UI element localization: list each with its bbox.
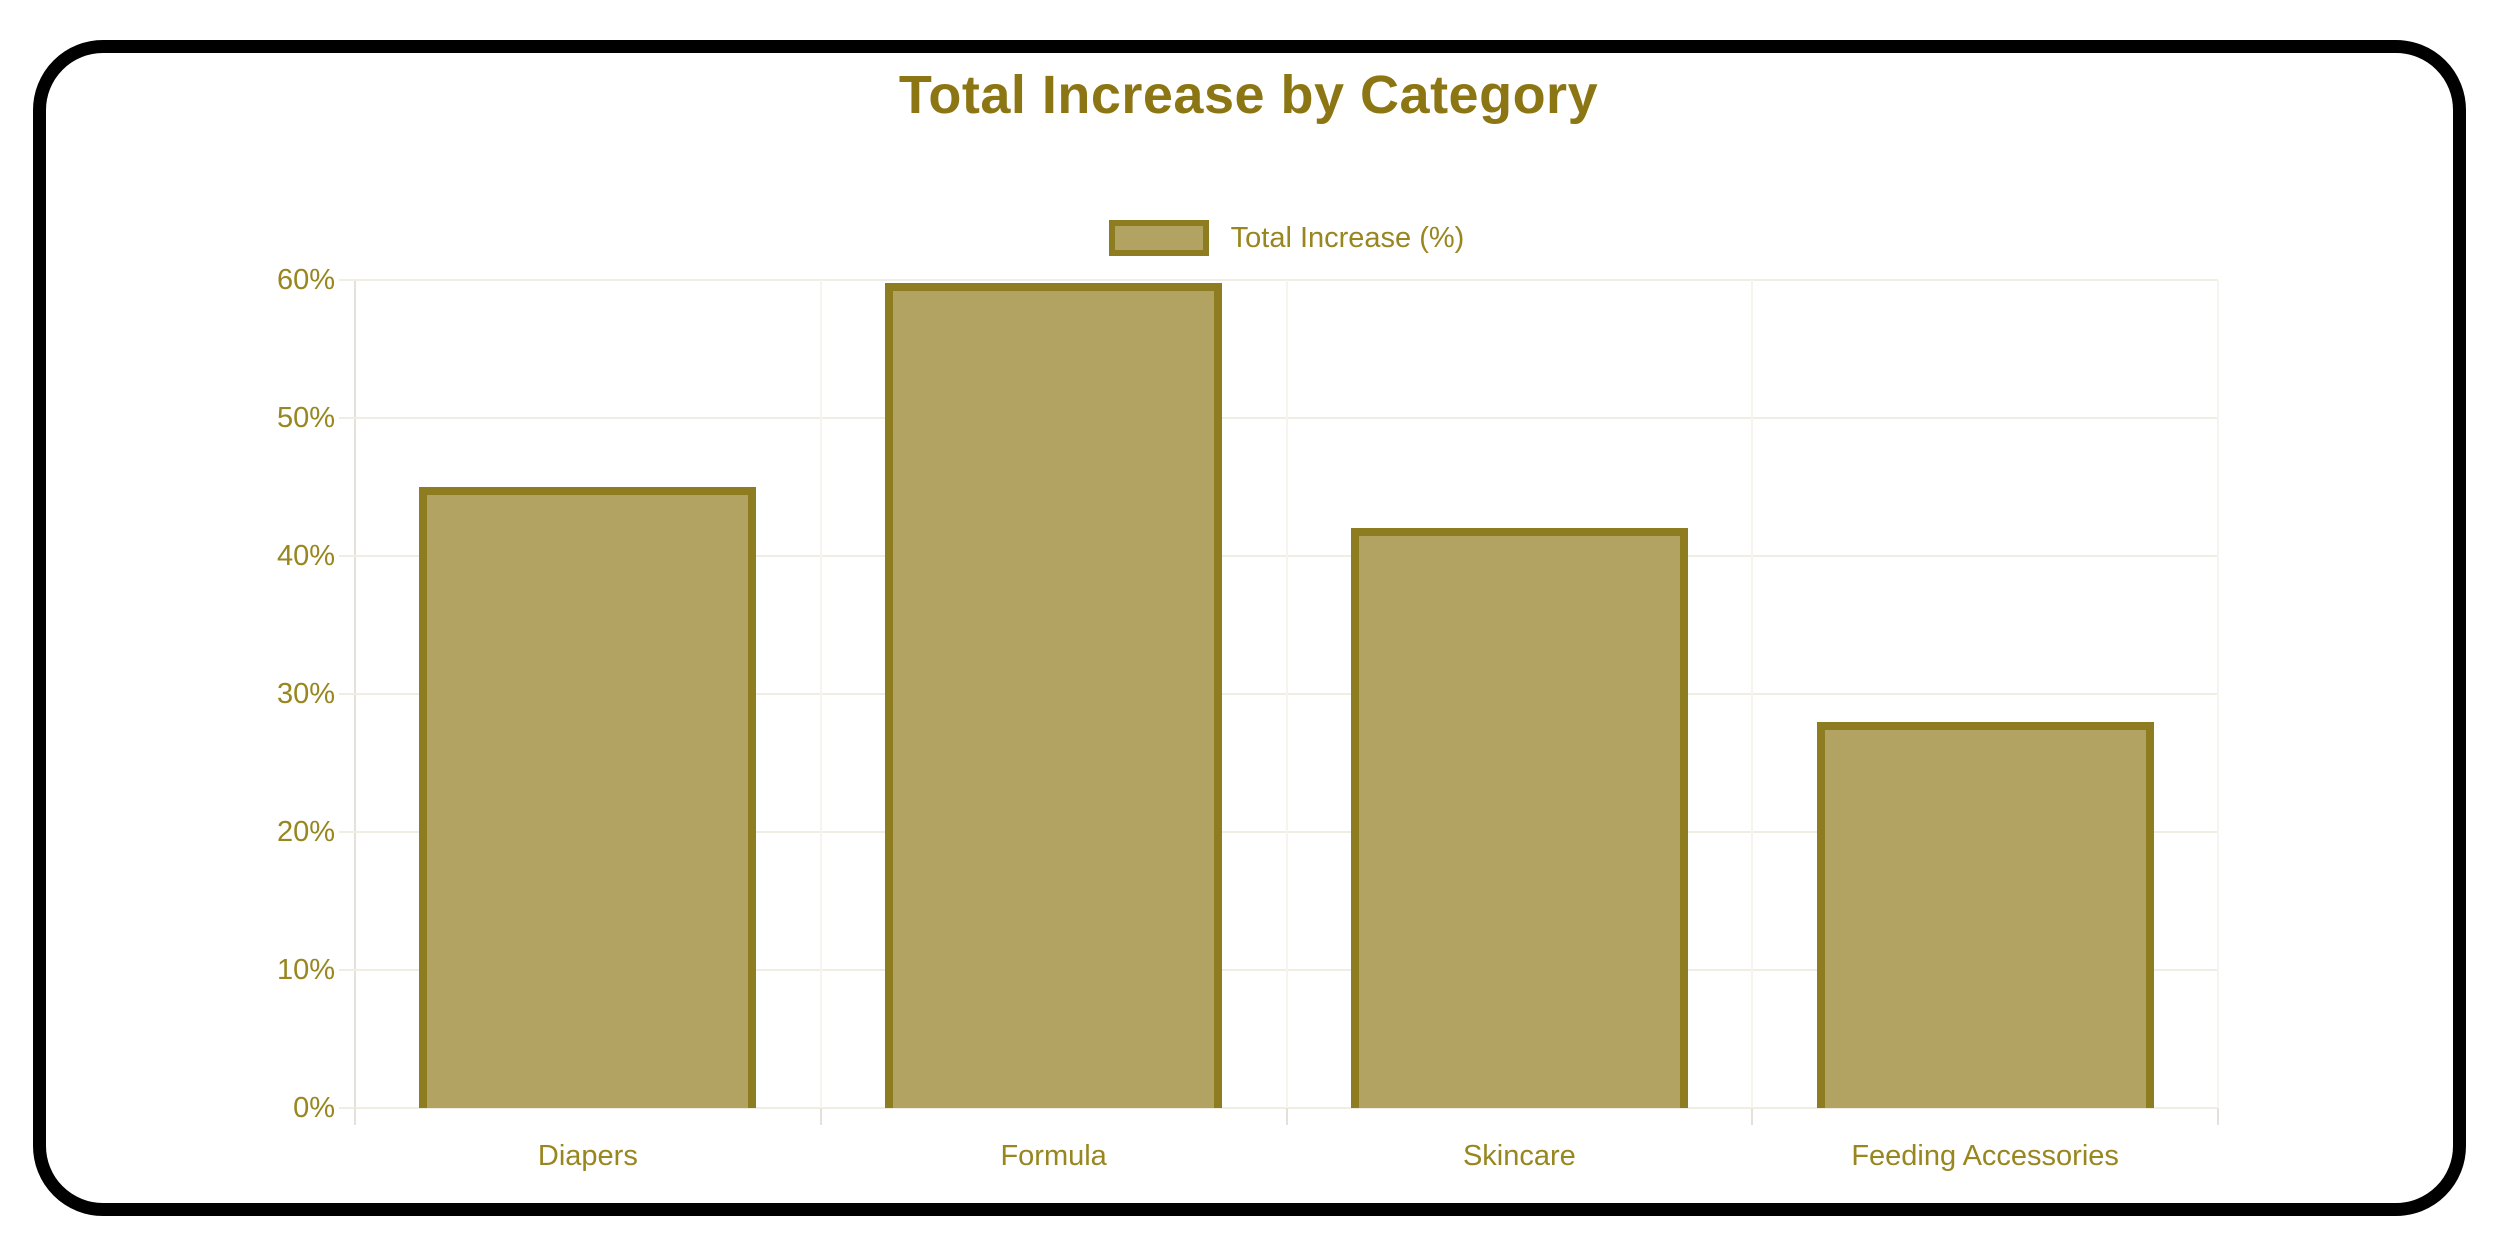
gridline-v-3: [1751, 280, 1754, 1108]
gridline-v-1: [819, 280, 822, 1108]
plot-area: [339, 279, 2219, 1125]
y-tick-mark-20pct: [339, 831, 355, 833]
y-tick-mark-10pct: [339, 969, 355, 971]
x-tick-mark-2: [1285, 1108, 1288, 1125]
y-tick-mark-60pct: [339, 279, 355, 281]
legend-swatch: [1108, 220, 1209, 256]
y-tick-mark-0pct: [339, 1107, 355, 1109]
x-tick-mark-0: [354, 1108, 356, 1125]
x-tick-label-skincare: Skincare: [1462, 1140, 1576, 1172]
x-tick-mark-1: [819, 1108, 822, 1125]
y-tick-label-20pct: 20%: [276, 816, 335, 848]
bar-diapers[interactable]: [419, 487, 757, 1108]
x-tick-mark-3: [1751, 1108, 1754, 1125]
y-tick-mark-50pct: [339, 417, 355, 419]
legend-label: Total Increase (%): [1230, 221, 1465, 254]
y-tick-label-30pct: 30%: [276, 678, 335, 710]
y-tick-label-10pct: 10%: [276, 954, 335, 986]
gridline-v-4: [2217, 280, 2219, 1108]
legend-item-total-increase[interactable]: Total Increase (%): [1108, 220, 1465, 256]
bar-skincare[interactable]: [1350, 528, 1688, 1108]
gridline-v-2: [1285, 280, 1288, 1108]
chart-title: Total Increase by Category: [898, 65, 1599, 125]
x-tick-label-diapers: Diapers: [537, 1140, 638, 1172]
x-tick-label-feeding-accessories: Feeding Accessories: [1851, 1140, 2119, 1172]
y-tick-label-50pct: 50%: [276, 402, 335, 434]
y-tick-label-0pct: 0%: [293, 1092, 335, 1124]
window-frame: [33, 40, 2466, 1216]
bar-formula[interactable]: [885, 282, 1223, 1108]
bar-feeding-accessories[interactable]: [1816, 721, 2154, 1108]
y-tick-label-40pct: 40%: [276, 540, 335, 572]
y-tick-label-60pct: 60%: [276, 264, 335, 296]
y-tick-mark-30pct: [339, 693, 355, 695]
x-tick-mark-4: [2217, 1108, 2219, 1125]
x-tick-label-formula: Formula: [1000, 1140, 1107, 1172]
y-tick-mark-40pct: [339, 555, 355, 557]
legend: Total Increase (%): [355, 220, 2218, 256]
